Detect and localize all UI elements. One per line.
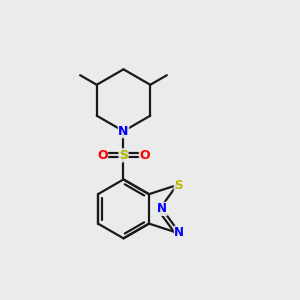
Text: O: O: [140, 149, 150, 162]
Text: N: N: [118, 125, 129, 138]
Text: N: N: [157, 202, 167, 215]
Text: N: N: [174, 226, 184, 239]
Text: O: O: [97, 149, 108, 162]
Text: S: S: [119, 149, 128, 162]
Text: S: S: [174, 178, 183, 192]
